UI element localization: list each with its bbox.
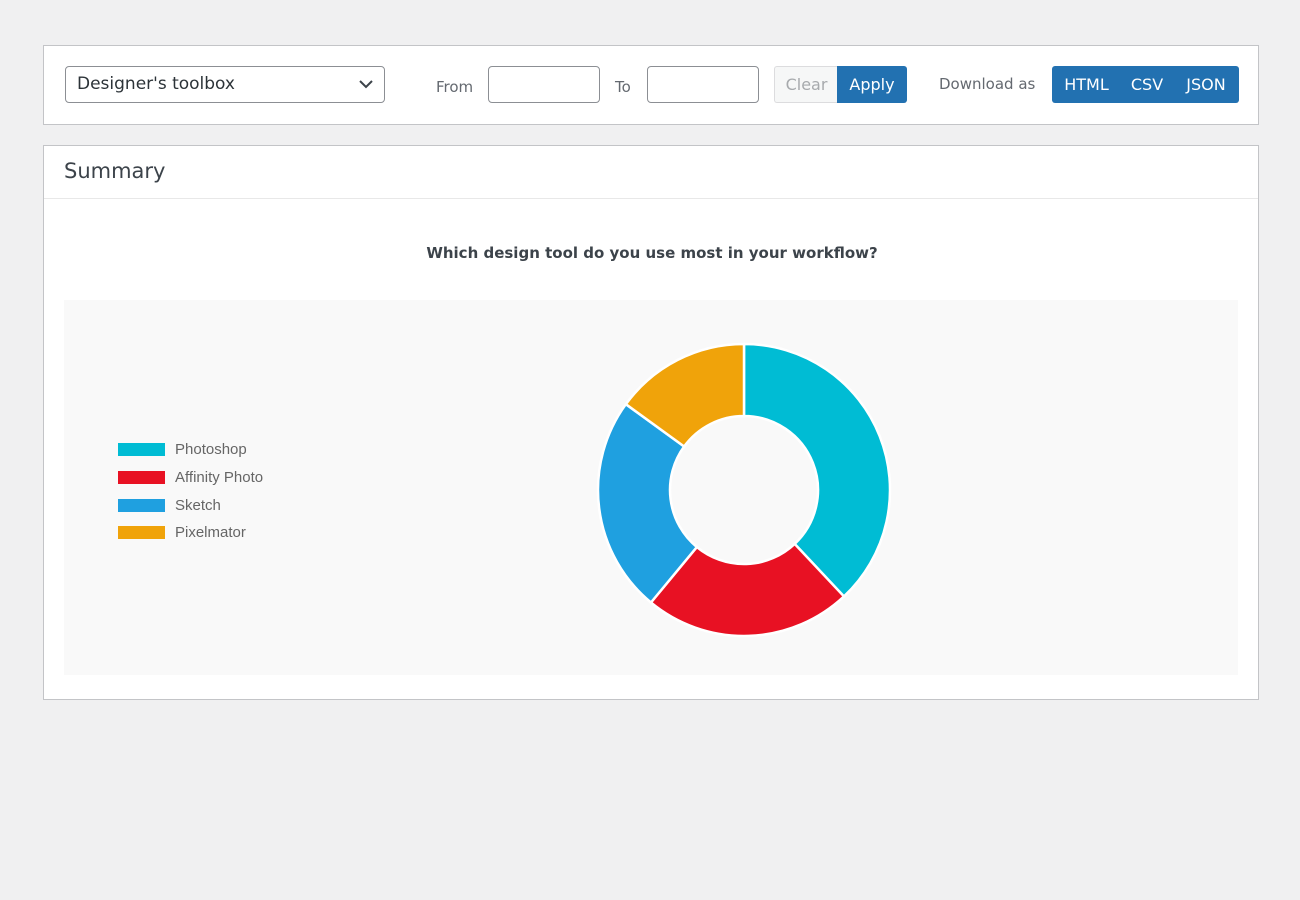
summary-panel: Summary Which design tool do you use mos…	[43, 145, 1259, 700]
legend-label: Affinity Photo	[175, 469, 264, 487]
legend-item[interactable]: Affinity Photo	[118, 464, 263, 492]
legend-label: Sketch	[175, 496, 221, 514]
summary-header: Summary	[44, 146, 1258, 199]
summary-title: Summary	[64, 159, 166, 183]
legend-swatch	[118, 498, 165, 512]
survey-select-value: Designer's toolbox	[77, 74, 235, 94]
download-json-button[interactable]: JSON	[1186, 75, 1226, 94]
chart-legend: Photoshop Affinity Photo Sketch Pixelmator	[118, 436, 263, 547]
survey-select[interactable]: Designer's toolbox	[65, 66, 385, 103]
to-label: To	[615, 78, 631, 96]
to-date-input[interactable]	[647, 66, 759, 103]
question-title: Which design tool do you use most in you…	[426, 244, 878, 262]
legend-swatch	[118, 471, 165, 485]
clear-button[interactable]: Clear	[774, 66, 838, 103]
legend-item[interactable]: Photoshop	[118, 436, 263, 464]
download-html-button[interactable]: HTML	[1064, 75, 1109, 94]
legend-item[interactable]: Pixelmator	[118, 519, 263, 547]
legend-label: Photoshop	[175, 441, 247, 459]
donut-slice-sketch[interactable]	[596, 402, 699, 605]
legend-swatch	[118, 443, 165, 457]
chevron-down-icon	[359, 80, 373, 89]
apply-button[interactable]: Apply	[837, 66, 907, 103]
filter-toolbar: Designer's toolbox From To Clear Apply D…	[43, 45, 1259, 125]
download-label: Download as	[939, 75, 1036, 93]
from-label: From	[436, 78, 474, 96]
donut-slice-photoshop[interactable]	[742, 342, 892, 599]
donut-chart	[596, 342, 892, 638]
legend-label: Pixelmator	[175, 524, 246, 542]
download-csv-button[interactable]: CSV	[1130, 75, 1164, 94]
legend-item[interactable]: Sketch	[118, 491, 263, 519]
from-date-input[interactable]	[488, 66, 600, 103]
chart-area: Photoshop Affinity Photo Sketch Pixelmator	[64, 300, 1238, 675]
donut-slice-affinity-photo[interactable]	[649, 542, 846, 638]
legend-swatch	[118, 526, 165, 540]
donut-slice-pixelmator[interactable]	[624, 342, 746, 449]
download-button-group: HTML CSV JSON	[1052, 66, 1239, 103]
